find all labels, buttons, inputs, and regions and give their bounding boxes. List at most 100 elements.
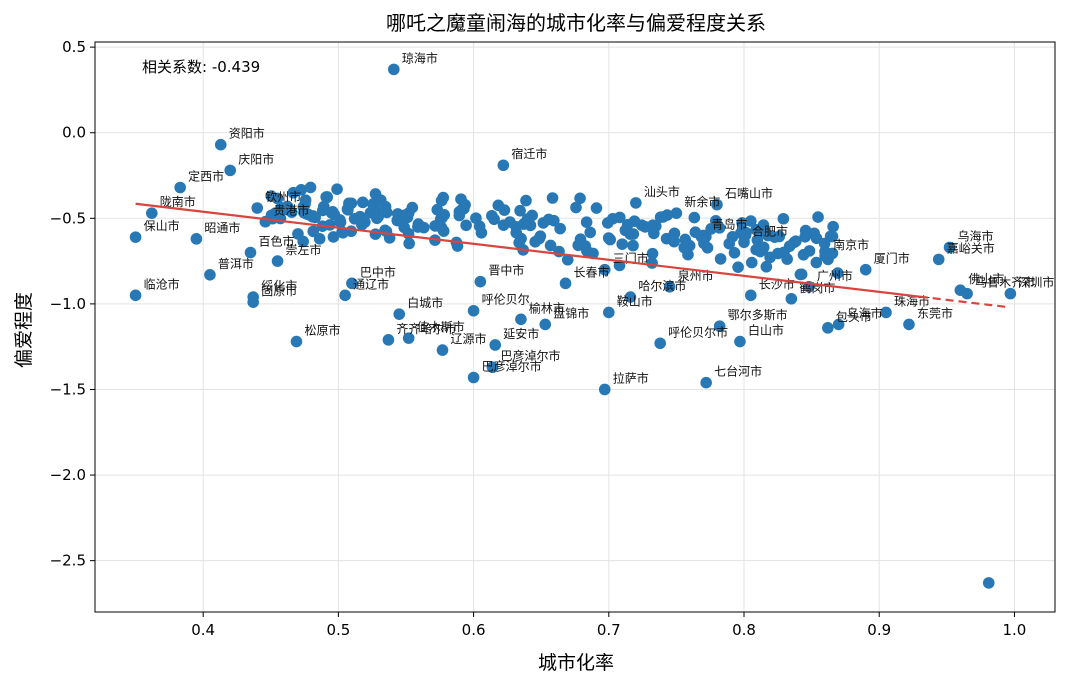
point-label: 合肥市 — [752, 223, 788, 238]
scatter-point — [489, 339, 502, 351]
scatter-point — [713, 320, 726, 332]
point-label: 庆阳市 — [238, 151, 274, 166]
trend-line — [135, 202, 1010, 309]
y-axis-ticks: −2.5 −2.0 −1.5 −1.0 −0.5 0.0 0.5 — [50, 38, 95, 570]
scatter-point — [391, 208, 404, 220]
scatter-point — [827, 220, 839, 233]
scatter-point — [738, 236, 750, 249]
scatter-point — [348, 212, 361, 225]
scatter-point — [359, 216, 371, 228]
scatter-point — [486, 361, 499, 374]
point-label: 呼伦贝尔 — [482, 292, 530, 307]
point-label: 乌海市 — [958, 228, 994, 243]
point-label: 鞍山市 — [617, 293, 653, 308]
scatter-point — [534, 230, 547, 242]
scatter-point — [832, 318, 845, 331]
scatter-point — [700, 376, 712, 389]
scatter-point — [145, 207, 158, 219]
scatter-point — [402, 227, 415, 240]
scatter-point — [295, 183, 307, 196]
scatter-point — [728, 246, 741, 259]
point-label: 临沧市 — [144, 276, 180, 291]
scatter-point — [627, 228, 640, 240]
scatter-point — [278, 203, 290, 216]
scatter-point — [393, 308, 406, 320]
scatter-point — [688, 211, 701, 224]
scatter-point — [624, 291, 637, 303]
scatter-point — [711, 198, 723, 211]
point-label: 钦州市 — [265, 189, 301, 204]
scatter-point — [526, 209, 539, 222]
y-tick-label: −1.0 — [50, 295, 86, 313]
scatter-point — [561, 253, 574, 266]
scatter-point — [265, 190, 277, 202]
scatter-point — [247, 296, 259, 308]
scatter-point — [417, 221, 430, 234]
scatter-point — [683, 239, 696, 252]
point-label: 包头市 — [836, 309, 872, 324]
scatter-point — [548, 214, 560, 227]
point-label: 贵港市 — [273, 203, 309, 218]
x-tick-label: 0.7 — [597, 621, 621, 639]
scatter-point — [539, 318, 552, 331]
scatter-point — [663, 280, 676, 293]
scatter-point — [339, 289, 351, 302]
scatter-point — [880, 306, 892, 319]
scatter-point — [307, 210, 319, 222]
x-tick-label: 0.6 — [462, 621, 486, 639]
scatter-point — [601, 217, 614, 229]
scatter-point — [808, 227, 821, 240]
scatter-point — [714, 253, 727, 265]
scatter-point — [660, 232, 673, 245]
scatter-point — [343, 197, 355, 210]
scatter-point — [514, 204, 526, 217]
x-axis-label: 城市化率 — [538, 652, 614, 674]
scatter-point — [190, 233, 203, 245]
point-label: 长春市 — [574, 264, 610, 279]
y-tick-label: −2.5 — [50, 552, 86, 570]
point-label: 汕头市 — [644, 184, 680, 199]
scatter-point — [292, 228, 304, 240]
scatter-point — [745, 256, 758, 269]
point-label: 宿迁市 — [511, 146, 547, 161]
point-label: 佛山市 — [968, 271, 1004, 286]
scatter-point — [710, 215, 722, 227]
point-label: 佳木斯市 — [417, 319, 465, 334]
x-tick-label: 0.8 — [732, 621, 756, 639]
point-label: 鄂尔多斯市 — [728, 307, 788, 322]
point-label: 白城市 — [407, 295, 443, 310]
scatter-point — [346, 277, 358, 290]
point-label: 通辽市 — [353, 276, 389, 291]
point-label: 保山市 — [144, 218, 180, 233]
scatter-point — [613, 259, 626, 272]
scatter-point — [797, 248, 810, 261]
scatter-point — [785, 292, 798, 305]
point-label: 乌海市 — [847, 305, 883, 320]
scatter-point — [598, 263, 611, 276]
scatter-point — [701, 241, 714, 254]
scatter-point — [431, 203, 444, 216]
scatter-point — [598, 383, 611, 396]
scatter-point — [1004, 287, 1017, 300]
y-tick-label: −2.0 — [50, 466, 86, 484]
scatter-point — [356, 196, 369, 209]
point-label: 昭通市 — [204, 220, 240, 235]
scatter-point — [630, 197, 642, 209]
scatter-point — [324, 219, 336, 231]
point-label: 南京市 — [833, 237, 869, 252]
scatter-point — [559, 277, 572, 290]
scatter-point — [498, 204, 511, 216]
scatter-point — [590, 202, 603, 214]
scatter-point — [760, 260, 773, 273]
scatter-point — [554, 222, 566, 235]
scatter-point — [819, 250, 831, 262]
scatter-point — [304, 181, 317, 194]
trend-line-dashed — [919, 295, 1010, 309]
scatter-point — [628, 215, 641, 228]
y-tick-label: −1.5 — [50, 380, 86, 398]
scatter-point — [732, 261, 744, 273]
scatter-point — [271, 255, 284, 267]
scatter-point — [364, 206, 377, 219]
scatter-point — [859, 263, 872, 276]
